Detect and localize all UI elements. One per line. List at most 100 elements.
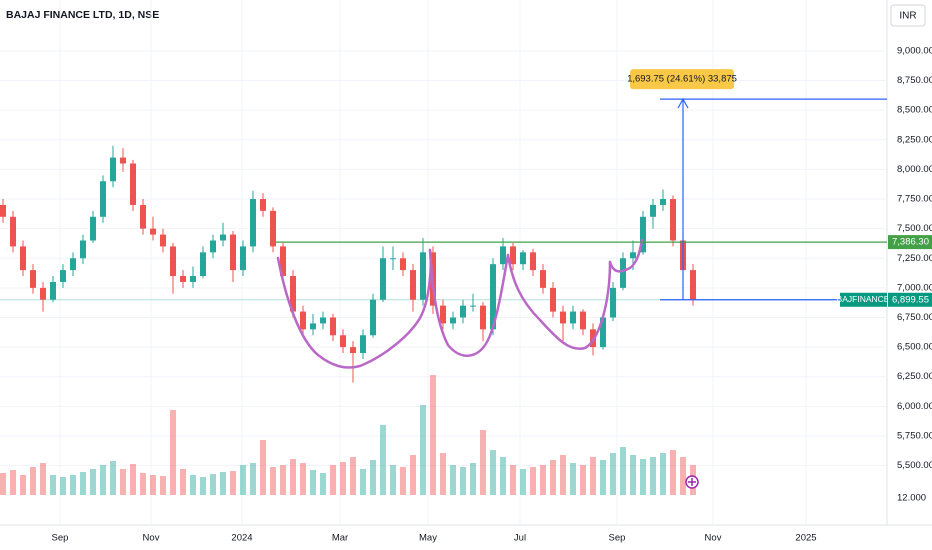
candle-body: [400, 258, 406, 271]
x-tick-label: Sep: [52, 533, 69, 544]
volume-bar: [680, 457, 686, 495]
candle-body: [340, 335, 346, 348]
candle-body: [300, 311, 306, 330]
volume-bar: [380, 425, 386, 495]
y-tick-label: 5,750.00: [897, 430, 932, 441]
x-tick-label: Nov: [705, 533, 722, 544]
candle-body: [180, 276, 186, 282]
volume-bar: [160, 476, 166, 495]
volume-bar: [580, 465, 586, 495]
candle-body: [60, 270, 66, 282]
candle-body: [190, 276, 196, 282]
volume-bar: [260, 440, 266, 495]
volume-bar: [50, 475, 56, 495]
candle-body: [630, 252, 636, 259]
last-price-label: 6,899.55: [892, 294, 929, 305]
volume-bar: [560, 455, 566, 495]
volume-bar: [620, 447, 626, 495]
candle-body: [600, 317, 606, 348]
volume-bar: [170, 410, 176, 495]
candle-body: [440, 305, 446, 324]
candle-body: [210, 240, 216, 253]
candle-body: [50, 281, 56, 300]
candle-body: [690, 270, 696, 300]
x-tick-label: 2025: [795, 533, 816, 544]
last-price-name-box: [840, 292, 887, 307]
volume-bar: [660, 453, 666, 495]
y-tick-label: 6,750.00: [897, 312, 932, 323]
volume-bar: [360, 469, 366, 495]
volume-bar: [20, 475, 26, 495]
volume-bar: [340, 462, 346, 495]
volume-bar: [290, 459, 296, 495]
x-tick-label: Sep: [609, 533, 626, 544]
volume-bar: [400, 467, 406, 495]
volume-bar: [270, 467, 276, 495]
candle-body: [610, 287, 616, 318]
y-tick-label: 8,000.00: [897, 164, 932, 175]
candle-body: [470, 305, 476, 307]
volume-bar: [540, 465, 546, 495]
volume-bar: [430, 375, 436, 495]
candle-body: [460, 305, 466, 318]
y-tick-label: 7,000.00: [897, 282, 932, 293]
candle-body: [560, 311, 566, 324]
currency-label: INR: [899, 11, 916, 22]
candle-body: [0, 204, 6, 217]
volume-bar: [320, 473, 326, 495]
candle-body: [200, 252, 206, 277]
y-tick-label: 5,500.00: [897, 460, 932, 471]
candle-body: [550, 287, 556, 312]
pattern-curve: [506, 253, 612, 351]
candle-body: [290, 276, 296, 312]
measure-label-box: [630, 69, 734, 90]
volume-bar: [40, 463, 46, 495]
candle-body: [530, 252, 536, 271]
candle-body: [620, 258, 626, 288]
candle-body: [270, 210, 276, 247]
candle-body: [170, 246, 176, 277]
candle-body: [670, 199, 676, 241]
volume-bar: [570, 463, 576, 495]
candle-body: [230, 234, 236, 271]
volume-bar: [670, 450, 676, 495]
last-price-name: BAJFINANCE: [837, 294, 890, 304]
volume-bar: [310, 470, 316, 495]
volume-bar: [640, 459, 646, 495]
volume-bar: [280, 465, 286, 495]
candle-body: [500, 246, 506, 265]
volume-bar: [220, 472, 226, 495]
candle-body: [260, 199, 266, 211]
volume-bar: [120, 469, 126, 495]
y-tick-label: 6,250.00: [897, 371, 932, 382]
volume-bar: [180, 469, 186, 495]
volume-bar: [390, 465, 396, 495]
candle-body: [360, 335, 366, 354]
y-tick-label: 7,750.00: [897, 194, 932, 205]
candle-body: [280, 246, 286, 277]
volume-bar: [80, 472, 86, 495]
volume-bar: [30, 467, 36, 495]
volume-tick-label: 12.000: [897, 493, 926, 504]
x-tick-label: Jul: [514, 533, 526, 544]
currency-button[interactable]: [890, 4, 926, 27]
pattern-drawings: [276, 238, 644, 369]
volume-bar: [550, 460, 556, 495]
candle-body: [480, 305, 486, 330]
resistance-label-box: [888, 235, 932, 250]
candle-body: [330, 317, 336, 336]
volume-bar: [0, 473, 6, 495]
last-price-box: [888, 292, 932, 307]
volume-bar: [520, 469, 526, 495]
candle-body: [580, 311, 586, 330]
candle-body: [640, 216, 646, 253]
candle-body: [650, 204, 656, 217]
candle-body: [370, 299, 376, 336]
candle-body: [80, 240, 86, 259]
volume-bar: [410, 455, 416, 495]
pattern-curve: [428, 248, 510, 357]
candle-body: [490, 264, 496, 330]
candle-body: [240, 246, 246, 271]
